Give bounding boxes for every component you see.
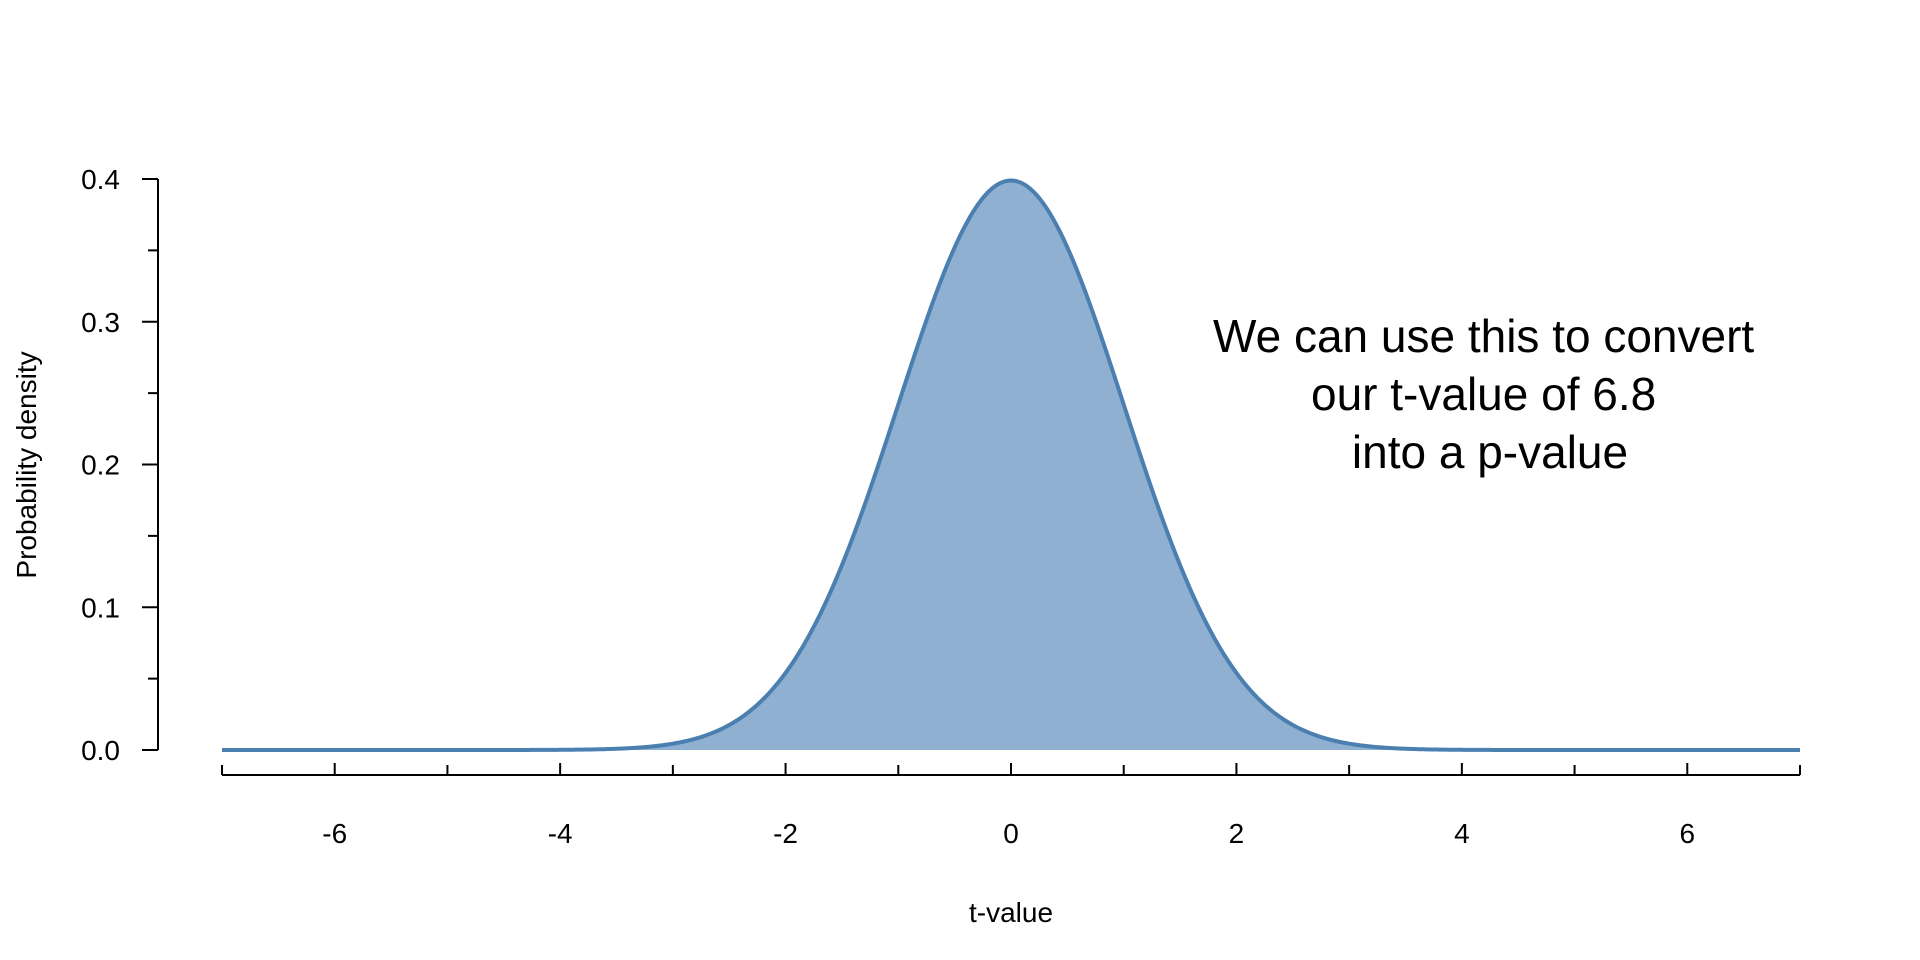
annotation-text: We can use this to convert our t-value o… (1213, 310, 1767, 478)
x-tick-label: -6 (322, 818, 347, 849)
x-tick-label: 2 (1229, 818, 1245, 849)
x-axis: -6 -4 -2 0 2 4 6 (221, 763, 1801, 849)
annotation-line-1: We can use this to convert (1213, 310, 1754, 362)
x-tick-label: 0 (1003, 818, 1019, 849)
annotation-line-3: into a p-value (1352, 426, 1628, 478)
annotation-line-2: our t-value of 6.8 (1311, 368, 1656, 420)
x-tick-label: 6 (1679, 818, 1695, 849)
y-axis: 0.0 0.1 0.2 0.3 0.4 (81, 164, 159, 766)
x-tick-label: 4 (1454, 818, 1470, 849)
x-tick-label: -4 (548, 818, 573, 849)
plot-area (222, 178, 1800, 752)
y-tick-label: 0.3 (81, 307, 120, 338)
y-axis-title: Probability density (11, 351, 42, 578)
y-tick-label: 0.4 (81, 164, 120, 195)
x-tick-label: -2 (773, 818, 798, 849)
y-tick-label: 0.1 (81, 592, 120, 623)
y-tick-label: 0.2 (81, 450, 120, 481)
density-area (222, 180, 1800, 750)
density-curve (222, 178, 1800, 752)
x-axis-title: t-value (969, 897, 1053, 928)
y-tick-label: 0.0 (81, 735, 120, 766)
